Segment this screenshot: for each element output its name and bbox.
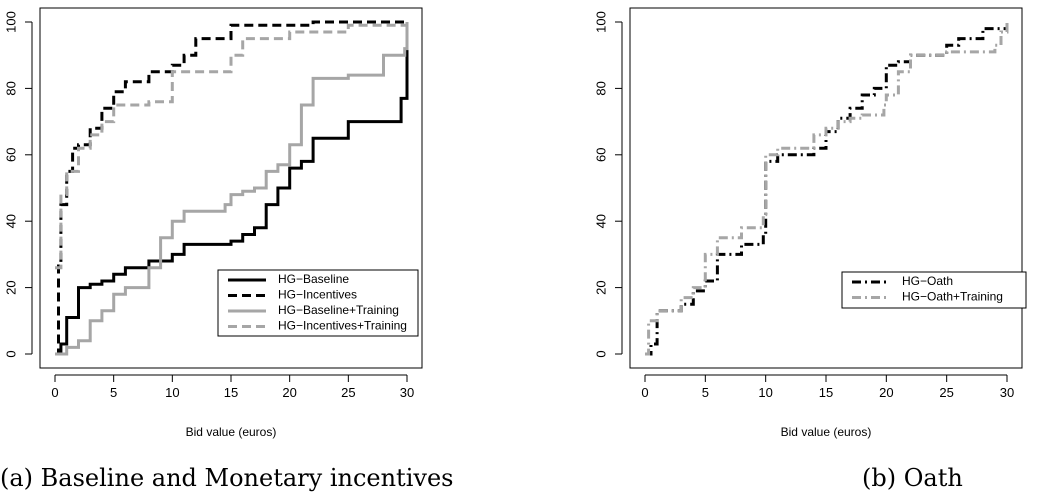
x-tick-label: 10 bbox=[165, 385, 179, 400]
legend-label: HG−Oath+Training bbox=[902, 290, 1003, 304]
x-tick-label: 25 bbox=[341, 385, 355, 400]
plot-frame bbox=[629, 7, 1023, 369]
series-line bbox=[55, 22, 409, 270]
x-tick-label: 30 bbox=[1000, 385, 1014, 400]
x-axis-label: Bid value (euros) bbox=[186, 425, 277, 439]
y-tick-label: 0 bbox=[593, 350, 608, 357]
x-tick-label: 25 bbox=[939, 385, 953, 400]
x-tick-label: 10 bbox=[758, 385, 772, 400]
legend-label: HG−Baseline+Training bbox=[278, 303, 399, 317]
y-tick-label: 0 bbox=[3, 350, 18, 357]
panel-a: 0 5 10 15 20 25 30 0 20 40 60 80 100 Bid value (euros… bbox=[0, 7, 453, 492]
series-line bbox=[55, 22, 409, 356]
y-tick-label: 100 bbox=[593, 11, 608, 33]
y-tick-label: 20 bbox=[593, 280, 608, 294]
y-tick-label: 80 bbox=[3, 81, 18, 95]
y-tick-label: 80 bbox=[593, 81, 608, 95]
legend-box bbox=[841, 271, 1027, 309]
panel-caption: (a) Baseline and Monetary incentives bbox=[0, 464, 453, 492]
panel-b: 0 5 10 15 20 25 30 0 20 40 60 80 100 Bid value (euros… bbox=[593, 7, 1027, 492]
y-tick-label: 40 bbox=[593, 214, 608, 228]
y-tick-label: 60 bbox=[593, 148, 608, 162]
x-tick-label: 15 bbox=[819, 385, 833, 400]
y-tick-label: 40 bbox=[3, 214, 18, 228]
series-line bbox=[645, 22, 1009, 356]
legend-box bbox=[217, 269, 419, 337]
legend-label: HG−Incentives+Training bbox=[278, 319, 407, 333]
y-tick-label: 60 bbox=[3, 148, 18, 162]
plot-frame bbox=[39, 7, 423, 369]
x-tick-label: 15 bbox=[224, 385, 238, 400]
x-tick-label: 0 bbox=[641, 385, 648, 400]
y-tick-label: 20 bbox=[3, 280, 18, 294]
panel-caption: (b) Oath bbox=[862, 464, 963, 492]
x-tick-label: 0 bbox=[51, 385, 58, 400]
legend-label: HG−Incentives bbox=[278, 288, 357, 302]
x-tick-label: 20 bbox=[879, 385, 893, 400]
x-axis-label: Bid value (euros) bbox=[781, 425, 872, 439]
x-tick-label: 20 bbox=[282, 385, 296, 400]
legend-label: HG−Oath bbox=[902, 274, 953, 288]
x-tick-label: 30 bbox=[400, 385, 414, 400]
x-tick-label: 5 bbox=[110, 385, 117, 400]
series-line bbox=[55, 22, 409, 356]
x-tick-label: 5 bbox=[702, 385, 709, 400]
legend-label: HG−Baseline bbox=[278, 272, 349, 286]
y-tick-label: 100 bbox=[3, 11, 18, 33]
